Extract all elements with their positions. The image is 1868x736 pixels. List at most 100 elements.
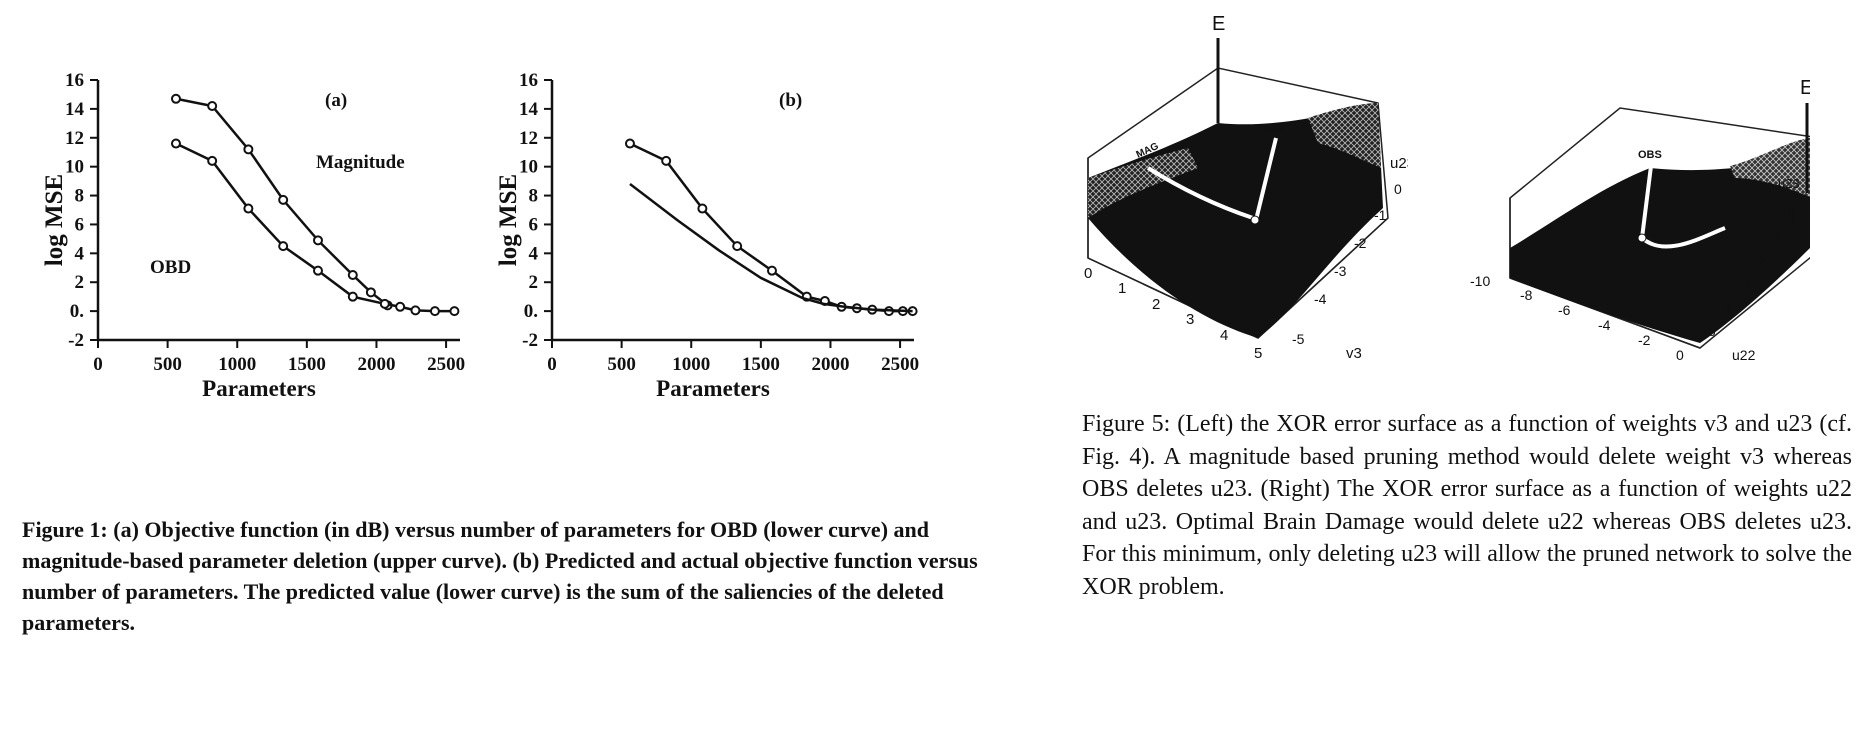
data-point	[766, 265, 777, 276]
surface-left-xtick: 3	[1186, 311, 1194, 328]
surface-right-xtick: -8	[1520, 287, 1533, 303]
x-tick-label: 2000	[811, 354, 849, 375]
data-point	[207, 101, 218, 111]
data-point	[395, 301, 406, 312]
panel-label: (a)	[325, 90, 347, 111]
x-axis-label: Parameters	[202, 376, 316, 401]
y-tick-label: 12	[519, 128, 538, 149]
figure1-chart-b: -2 0. 2 4 6 8 10 12 14 16 0 500 1000 1500 2000 2500 Para…	[494, 70, 934, 470]
surface-left-xtick: 2	[1152, 296, 1160, 313]
x-tick-label: 1500	[288, 354, 326, 375]
surface-left-ytick: -5	[1292, 331, 1305, 347]
y-tick-label: 6	[529, 214, 539, 235]
y-tick-label: 8	[529, 186, 539, 207]
y-tick-label: 6	[75, 214, 85, 235]
y-axis-label: log MSE	[495, 174, 522, 266]
surface-right-e-label: E	[1800, 78, 1810, 99]
surface-left-ytick: -4	[1314, 291, 1327, 307]
y-tick-label: 10	[519, 157, 538, 178]
series-line	[629, 142, 913, 313]
surface-left-obs-path	[1254, 137, 1278, 221]
figure5-caption: Figure 5: (Left) the XOR error surface a…	[1082, 408, 1852, 603]
surface-right-x-label: u22	[1732, 347, 1756, 363]
surface-left-xtick: 5	[1254, 345, 1262, 362]
figure1-chart-a: -2 0. 2 4 6 8 10 12 14 16 0 500 1000 1500 2000 2500 Para…	[40, 70, 480, 470]
surface-left-e-label: E	[1212, 13, 1225, 35]
figure1-caption-text: (a) Objective function (in dB) versus nu…	[22, 517, 978, 635]
x-tick-label: 2000	[357, 354, 395, 375]
surface-right-xtick: -2	[1638, 332, 1651, 348]
panel-label: (b)	[779, 90, 802, 111]
surface-left-ytick: -2	[1354, 235, 1367, 251]
data-point	[243, 203, 254, 214]
surface-right-xtick: 0	[1676, 347, 1684, 363]
x-tick-label: 1000	[672, 354, 710, 375]
x-tick-label: 2500	[427, 354, 465, 375]
x-tick-label: 1000	[218, 354, 256, 375]
surface-left-x-label: v3	[1346, 345, 1362, 362]
data-point	[429, 306, 440, 317]
data-point	[732, 241, 743, 252]
data-point	[347, 291, 358, 302]
data-point	[379, 298, 390, 309]
surface-left-ytick: -1	[1374, 207, 1387, 223]
data-point	[697, 203, 708, 214]
surface-left-obs-label: OBS	[1260, 123, 1284, 135]
surface-right-ytick: 0	[1788, 208, 1795, 223]
surface-right-ytick: -1	[1770, 230, 1782, 245]
figure5-surface-right-svg: E OBS -10 -8 -6 -4 -2 0 u22 0 -1 -2 -3 -…	[1470, 77, 1823, 363]
surface-left-xtick: 4	[1220, 327, 1228, 344]
data-point	[312, 235, 323, 246]
x-tick-label: 2500	[881, 354, 919, 375]
y-tick-label: 4	[75, 243, 85, 264]
data-point	[449, 306, 460, 317]
y-tick-label: -2	[68, 330, 84, 351]
surface-right-ytick: -3	[1738, 278, 1750, 293]
annotation-obd: OBD	[150, 257, 191, 278]
data-point	[661, 155, 672, 166]
figure5-caption-text: (Left) the XOR error surface as a functi…	[1082, 411, 1852, 600]
surface-left-ytick: 0	[1394, 181, 1402, 197]
y-tick-label: 14	[65, 99, 85, 120]
figure1-chart-a-svg: -2 0. 2 4 6 8 10 12 14 16 0 500 1000 1500 2000 2500 Para…	[41, 70, 465, 401]
surface-right-y-label: u23	[1778, 176, 1800, 191]
y-tick-label: 2	[75, 272, 85, 293]
y-tick-label: 4	[529, 243, 539, 264]
figure1-chart-b-svg: -2 0. 2 4 6 8 10 12 14 16 0 500 1000 1500 2000 2500 Para…	[495, 70, 919, 401]
y-tick-label: -2	[522, 330, 538, 351]
surface-right-ytick: -2	[1754, 254, 1766, 269]
annotation-magnitude: Magnitude	[316, 152, 405, 173]
data-point	[207, 155, 218, 166]
y-tick-label: 0.	[70, 301, 84, 322]
figure1-caption: Figure 1: (a) Objective function (in dB)…	[22, 514, 982, 638]
surface-right-ytick: -4	[1720, 302, 1732, 317]
x-tick-label: 500	[607, 354, 636, 375]
y-tick-label: 12	[65, 128, 84, 149]
series-line	[629, 183, 913, 313]
x-axis-label: Parameters	[656, 376, 770, 401]
surface-right-xtick: -4	[1598, 317, 1611, 333]
y-tick-label: 0.	[524, 301, 538, 322]
x-tick-label: 1500	[742, 354, 780, 375]
data-point	[312, 265, 323, 276]
surface-left-mag-path	[1146, 166, 1254, 220]
data-point	[278, 194, 289, 205]
surface-right-mesh	[1510, 138, 1815, 343]
x-tick-label: 500	[153, 354, 182, 375]
surface-right-xtick: -10	[1470, 273, 1490, 289]
y-axis-label: log MSE	[41, 174, 68, 266]
data-point	[278, 241, 289, 252]
data-point	[365, 287, 376, 298]
data-point	[410, 305, 421, 316]
x-tick-label: 0	[93, 354, 103, 375]
figure5-surface-left-svg: E MAG OBS 0 1 2 3 4 5 v3 0 -1 -2 -3 -4 -…	[1084, 13, 1415, 362]
y-tick-label: 14	[519, 99, 539, 120]
data-point	[624, 138, 635, 149]
figure5-caption-label: Figure 5:	[1082, 411, 1171, 437]
figure1-caption-label: Figure 1:	[22, 517, 108, 542]
surface-left-ytick: -3	[1334, 263, 1347, 279]
surface-right-ytick: -5	[1704, 324, 1716, 339]
data-point	[347, 270, 358, 280]
data-point	[170, 93, 181, 104]
y-tick-label: 10	[65, 157, 84, 178]
